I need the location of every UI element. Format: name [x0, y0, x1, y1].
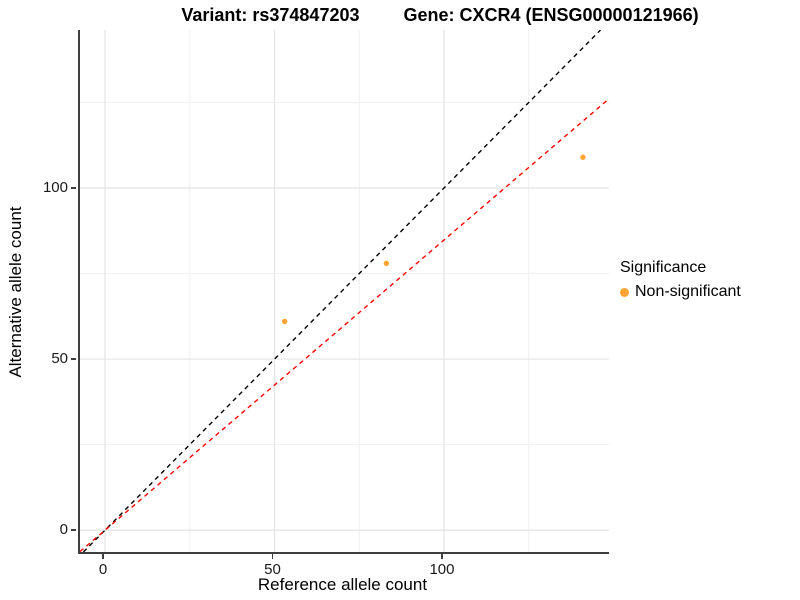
- x-axis-tick-label: 50: [264, 561, 281, 578]
- data-point: [281, 318, 288, 325]
- x-axis-tick-label: 100: [429, 561, 455, 578]
- identity-line: [82, 30, 602, 552]
- legend-entry-non-significant: Non-significant: [620, 283, 741, 301]
- x-axis-tick: [271, 554, 274, 559]
- plot-panel: [78, 30, 609, 554]
- y-axis-tick-label: 0: [59, 521, 68, 539]
- y-axis-tick-label: 50: [51, 350, 68, 368]
- y-axis-tick: [71, 529, 76, 531]
- x-axis-tick: [441, 554, 443, 559]
- plot-title-gene: Gene: CXCR4 (ENSG00000121966): [403, 5, 699, 25]
- data-point: [383, 260, 390, 266]
- legend-point-icon: [620, 287, 629, 297]
- x-axis-tick-label: 0: [98, 561, 108, 578]
- y-axis-tick: [71, 358, 76, 360]
- legend-title: Significance: [620, 259, 707, 276]
- x-axis-title: Reference allele count: [257, 575, 428, 594]
- plot-title: Variant: rs374847203 Gene: CXCR4 (ENSG00…: [80, 5, 800, 26]
- legend-entry-label: Non-significant: [635, 283, 741, 300]
- data-point: [580, 154, 586, 160]
- y-axis-title: Alternative allele count: [6, 206, 25, 378]
- y-axis-tick: [71, 187, 76, 189]
- x-axis-tick: [102, 554, 104, 559]
- fit-line: [80, 98, 609, 552]
- plot-canvas: [80, 30, 609, 552]
- y-axis-tick-label: 100: [42, 179, 68, 197]
- legend: Significance Non-significant: [620, 259, 741, 301]
- plot-title-variant: Variant: rs374847203: [181, 5, 360, 25]
